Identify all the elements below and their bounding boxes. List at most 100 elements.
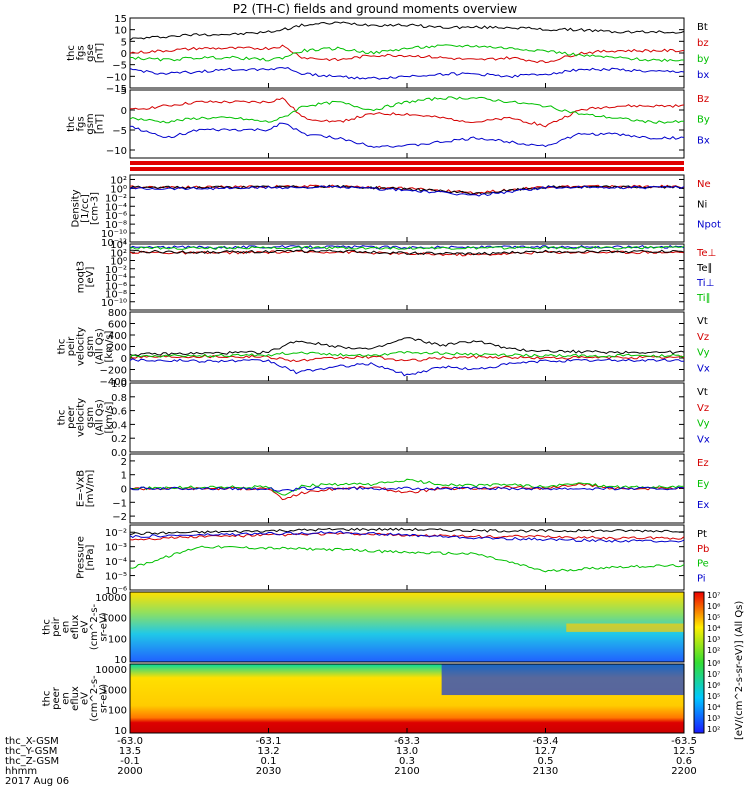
ephemeris-value: -63.4 xyxy=(533,736,559,747)
legend-label: by xyxy=(697,54,709,65)
ephemeris-value: 0.3 xyxy=(399,756,415,767)
y-axis-label: thc xyxy=(56,410,67,426)
colorbar-tick: 10⁷ xyxy=(707,670,720,679)
series-line-Bz xyxy=(129,97,685,128)
y-tick-label: 10000 xyxy=(95,593,127,604)
y-tick-label: −1 xyxy=(112,498,127,509)
y-tick-label: 10⁻⁶ xyxy=(105,586,127,597)
spectrogram-peer_spec: 10000 1000 100 10 thcpeerenefluxeV(cm^2-s-sr… xyxy=(42,663,685,737)
series-line-Vz xyxy=(129,354,685,363)
legend-label: Ne xyxy=(697,179,711,190)
y-axis-label: eV xyxy=(80,620,91,633)
y-axis-label: [km/s] xyxy=(104,401,115,433)
y-tick-label: 10² xyxy=(110,248,127,259)
y-axis-label: peir xyxy=(66,336,77,356)
y-axis-label: fgs xyxy=(75,45,86,60)
colorbar-tick: 10⁷ xyxy=(707,591,720,600)
ephemeris-value: -0.1 xyxy=(120,756,140,767)
y-axis-label: (cm^2-s- xyxy=(89,675,100,722)
legend-label: Vx xyxy=(697,363,710,374)
legend-label: Pb xyxy=(697,544,709,555)
legend-label: Ez xyxy=(697,458,709,469)
quality-flag-bar xyxy=(130,167,684,171)
y-axis-label: velocity xyxy=(75,398,86,437)
y-axis-label: gse xyxy=(85,44,96,62)
y-tick-label: 800 xyxy=(108,308,127,319)
colorbar-tick: 10² xyxy=(707,646,720,655)
y-tick-label: 0 xyxy=(121,485,127,496)
colorbar-label: [eV/(cm^2-s-sr-eV)] (All Qs) xyxy=(734,601,745,740)
y-tick-label: −400 xyxy=(100,377,127,388)
y-tick-label: 1000 xyxy=(102,614,127,625)
y-tick-label: 10 xyxy=(114,655,127,666)
y-axis-label: [km/s] xyxy=(104,330,115,362)
legend-label: Ni xyxy=(697,199,707,210)
y-tick-label: 10⁻¹⁰ xyxy=(101,298,127,309)
y-axis-label: peer xyxy=(51,686,62,710)
series-line-bx xyxy=(129,67,685,80)
y-tick-label: 1000 xyxy=(102,685,127,696)
colorbar-gradient xyxy=(693,591,705,734)
y-tick-label: 10⁻⁵ xyxy=(105,572,127,583)
y-tick-label: −5 xyxy=(112,61,127,72)
y-tick-label: 10000 xyxy=(95,665,127,676)
legend-label: Bz xyxy=(697,94,709,105)
legend-label: Vt xyxy=(697,316,708,327)
series-line-Vt xyxy=(129,337,685,357)
spectrogram-peir_spec: 10000 1000 100 10 thcpeirenefluxeV(cm^2-s-sr… xyxy=(42,591,685,666)
y-tick-label: 0 xyxy=(121,354,127,365)
legend-label: Vz xyxy=(697,332,709,343)
ephemeris-value: -63.0 xyxy=(117,736,143,747)
y-axis-label: [nT] xyxy=(94,43,105,63)
legend-label: Pi xyxy=(697,573,706,584)
series-line-Vy xyxy=(129,350,685,358)
legend-label: Vy xyxy=(697,419,710,430)
y-tick-label: 10⁻⁶ xyxy=(105,211,127,222)
y-axis-label: eflux xyxy=(70,686,81,711)
series-line-Ex xyxy=(129,486,685,492)
spectrogram-patch xyxy=(566,623,684,632)
panel-frame xyxy=(129,382,685,453)
y-tick-label: 0 xyxy=(121,49,127,60)
ephemeris-label: thc_X-GSM xyxy=(5,736,59,747)
legend-label: Vz xyxy=(697,403,709,414)
y-tick-label: 10⁻⁴ xyxy=(105,202,127,213)
colorbar-tick: 10³ xyxy=(707,714,720,723)
y-tick-label: −10 xyxy=(106,146,127,157)
ephemeris-value: -63.1 xyxy=(256,736,282,747)
ephemeris-value: 13.0 xyxy=(396,746,418,757)
y-axis-label: E=-VxB xyxy=(75,470,86,507)
y-axis-label: eV xyxy=(80,692,91,705)
ephemeris-label: 2017 Aug 06 xyxy=(5,776,69,787)
series-line-By xyxy=(129,96,684,124)
y-axis-label: velocity xyxy=(75,327,86,366)
y-tick-label: 5 xyxy=(121,37,127,48)
panel-frame xyxy=(129,174,685,243)
chart-title: P2 (TH-C) fields and ground moments over… xyxy=(233,2,518,16)
legend-label: Vy xyxy=(697,348,710,359)
series-line-by xyxy=(130,44,684,63)
ephemeris-value: 2030 xyxy=(256,766,281,777)
series-line-Ey xyxy=(129,478,685,496)
colorbar-tick: 10⁴ xyxy=(707,624,720,633)
y-tick-label: 10⁻² xyxy=(105,193,127,204)
y-axis-label: thc xyxy=(42,619,53,635)
ephemeris-value: 2000 xyxy=(117,766,142,777)
y-axis-label: peer xyxy=(66,405,77,429)
y-tick-label: −15 xyxy=(106,84,127,95)
panel-frame xyxy=(129,311,685,382)
y-tick-label: −2 xyxy=(112,512,127,523)
ephemeris-value: 12.7 xyxy=(534,746,556,757)
y-axis-label: gsm xyxy=(85,407,96,428)
series-line-Bx xyxy=(129,122,685,148)
y-axis-label: fgs xyxy=(75,116,86,131)
series-line-Ez xyxy=(130,482,685,501)
y-axis-label: [mV/m] xyxy=(85,470,96,508)
y-axis-label: moqt3 xyxy=(75,261,86,294)
y-axis-label: [eV] xyxy=(85,267,96,288)
y-tick-label: −10 xyxy=(106,72,127,83)
series-line-Vx xyxy=(129,358,685,377)
